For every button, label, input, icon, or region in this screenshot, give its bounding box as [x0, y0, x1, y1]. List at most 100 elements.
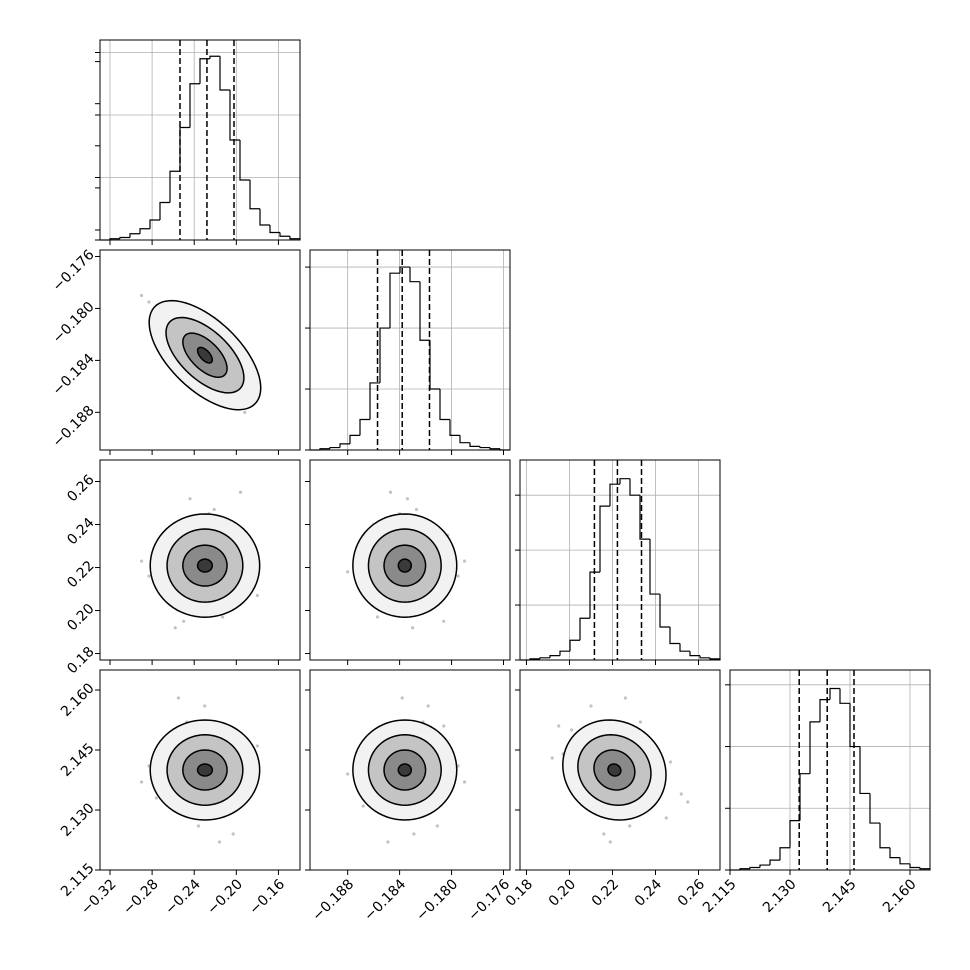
panel — [139, 490, 261, 630]
histogram-bin — [429, 340, 440, 390]
x-tick-label: 2.160 — [880, 876, 920, 916]
x-tick-label: 0.20 — [546, 876, 579, 909]
x-tick-label: 2.115 — [700, 876, 740, 916]
sample-point — [346, 772, 350, 776]
sample-point — [375, 615, 380, 619]
sample-point — [147, 300, 151, 304]
sample-point — [221, 615, 225, 619]
sample-point — [410, 626, 415, 630]
histogram-bin — [249, 180, 260, 210]
sample-point — [346, 570, 350, 574]
histogram-bin — [609, 483, 620, 507]
sample-point — [679, 792, 683, 796]
contour — [607, 763, 622, 777]
sample-point — [686, 800, 690, 804]
sample-point — [442, 619, 446, 623]
panel-frame — [99, 459, 301, 661]
histogram-bin — [839, 688, 850, 704]
histogram-bin — [409, 267, 420, 283]
histogram-bin — [269, 225, 280, 234]
sample-point — [217, 840, 222, 844]
sample-point — [570, 728, 574, 732]
x-tick-label: −0.20 — [204, 876, 246, 918]
histogram-bin — [149, 219, 160, 229]
histogram-bin — [689, 651, 700, 657]
sample-point — [589, 704, 593, 708]
sample-point — [139, 559, 144, 563]
sample-point — [139, 780, 144, 784]
histogram-bin — [829, 687, 840, 700]
histogram-bin — [339, 443, 350, 448]
sample-point — [557, 724, 561, 728]
histogram-bin — [899, 857, 910, 865]
histogram-bin — [809, 721, 820, 774]
histogram-bin — [469, 442, 480, 447]
contour — [397, 558, 413, 573]
y-tick-label: 2.160 — [58, 680, 98, 720]
histogram-bin — [559, 650, 570, 656]
sample-point — [550, 756, 554, 760]
y-tick-label: 0.26 — [64, 472, 97, 505]
sample-point — [238, 490, 243, 494]
sample-point — [255, 593, 259, 598]
y-tick-label: 2.130 — [58, 800, 98, 840]
panel-frame — [519, 459, 721, 661]
histogram-bin — [629, 478, 640, 496]
histogram-bin — [749, 866, 760, 869]
contour — [196, 558, 214, 573]
histogram-bin — [199, 58, 210, 84]
histogram-bin — [579, 617, 590, 641]
histogram-bin — [179, 126, 190, 172]
panel-frame — [309, 249, 511, 451]
sample-point — [386, 840, 390, 844]
y-tick-label: −0.188 — [50, 403, 98, 451]
histogram-bin — [399, 266, 410, 274]
histogram-bin — [219, 56, 230, 91]
histogram-bin — [449, 419, 460, 436]
histogram-bin — [779, 847, 790, 861]
panel-frame — [729, 669, 931, 871]
y-tick-label: −0.180 — [50, 299, 98, 347]
histogram-bin — [859, 746, 870, 795]
histogram-bin — [129, 233, 140, 238]
histogram-bin — [889, 847, 900, 859]
sample-point — [388, 490, 393, 494]
panel-frame — [99, 39, 301, 241]
histogram-bin — [849, 703, 860, 748]
histogram-bin — [759, 864, 770, 868]
sample-point — [462, 780, 467, 784]
y-tick-label: −0.176 — [50, 247, 98, 295]
histogram-bin — [239, 140, 250, 181]
histogram-bin — [699, 655, 710, 659]
y-tick-label: 0.18 — [64, 644, 97, 677]
histogram-bin — [599, 505, 610, 573]
histogram-bin — [619, 478, 630, 485]
histogram-bin — [549, 655, 560, 658]
contour — [397, 763, 413, 777]
y-tick-label: 0.20 — [64, 601, 97, 634]
sample-point — [182, 619, 186, 623]
sample-point — [414, 507, 419, 512]
panel — [346, 490, 467, 630]
panel — [346, 696, 467, 844]
histogram-bin — [289, 236, 301, 240]
x-tick-label: −0.188 — [309, 876, 357, 924]
histogram-bin — [639, 495, 650, 540]
histogram-bin — [439, 389, 450, 421]
histogram-bin — [879, 823, 890, 849]
histogram-bin — [679, 643, 690, 652]
panel — [139, 293, 262, 414]
histogram-bin — [459, 435, 470, 444]
histogram-bin — [789, 820, 800, 848]
x-tick-label: 2.130 — [760, 876, 800, 916]
sample-point — [442, 724, 446, 728]
histogram-bin — [159, 201, 170, 220]
x-tick-label: 0.22 — [589, 876, 622, 909]
sample-point — [203, 704, 207, 708]
histogram-bin — [819, 699, 830, 722]
panel-frame — [99, 669, 301, 871]
sample-point — [456, 574, 460, 578]
histogram-bin — [419, 281, 430, 341]
y-tick-label: 2.145 — [58, 740, 98, 780]
